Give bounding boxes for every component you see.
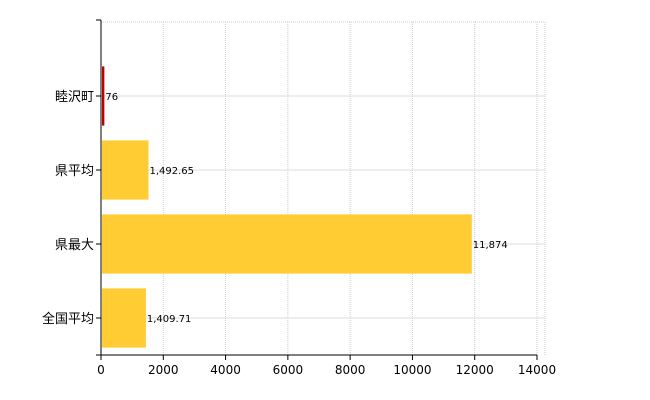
data-label: 1,409.71 [147, 314, 192, 325]
x-tick-label: 12000 [456, 363, 494, 377]
data-label: 11,874 [473, 240, 508, 251]
x-tick-label: 10000 [393, 363, 431, 377]
data-label: 1,492.65 [149, 166, 194, 177]
axis-ticks [96, 19, 538, 360]
x-tick-label: 14000 [518, 363, 556, 377]
bar [102, 214, 472, 274]
category-label: 全国平均 [42, 311, 94, 327]
bar [102, 140, 149, 200]
bar [102, 66, 105, 126]
x-tick-label: 6000 [273, 363, 304, 377]
data-label: 76 [105, 92, 118, 103]
x-tick-label: 2000 [148, 363, 179, 377]
x-tick-label: 0 [97, 363, 105, 377]
category-label: 睦沢町 [55, 89, 94, 105]
category-label: 県最大 [55, 238, 94, 253]
category-label: 県平均 [55, 164, 94, 179]
bar [102, 288, 146, 348]
bars [102, 66, 472, 348]
gridlines [101, 21, 546, 355]
x-tick-label: 8000 [335, 363, 366, 377]
x-tick-label: 4000 [210, 363, 241, 377]
